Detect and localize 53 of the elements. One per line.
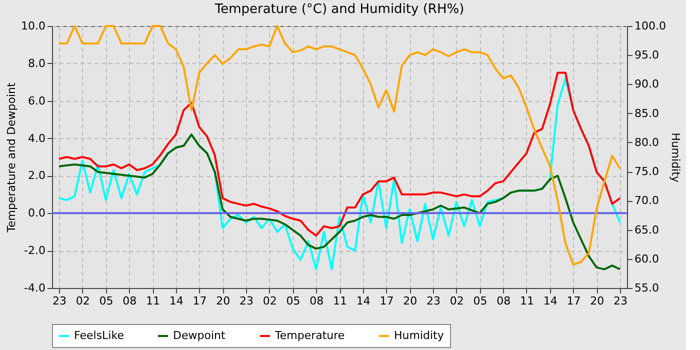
y2-tick-label: 90.0 xyxy=(634,78,659,91)
y2-tick-label: 80.0 xyxy=(634,136,659,149)
y2-tick-label: 85.0 xyxy=(634,106,659,120)
y2-axis-title: Humidity xyxy=(668,132,682,183)
y-tick-label: 0.0 xyxy=(28,206,46,220)
y-tick-label: 2.0 xyxy=(28,169,46,182)
x-tick-label: 14 xyxy=(169,294,184,308)
line-series xyxy=(58,134,621,270)
y2-tick-label: 95.0 xyxy=(634,48,659,62)
legend-label: Temperature xyxy=(274,329,345,342)
y-tick-label: -2.0 xyxy=(24,244,46,258)
x-tick-label: 02 xyxy=(262,294,277,308)
x-tick-label: 11 xyxy=(146,294,160,308)
x-tick-label: 02 xyxy=(450,294,464,308)
legend-label: Dewpoint xyxy=(173,329,226,342)
x-tick-label: 08 xyxy=(310,294,324,308)
y-tick-label: 10.0 xyxy=(21,20,46,32)
line-series xyxy=(58,72,621,237)
x-tick-label: 05 xyxy=(473,294,488,308)
x-tick-label: 20 xyxy=(216,294,230,308)
x-tick-label: 17 xyxy=(192,294,207,308)
x-tick-label: 11 xyxy=(520,294,534,308)
x-tick-label: 20 xyxy=(403,294,418,308)
x-tick-label: 14 xyxy=(356,294,370,308)
y2-tick-label: 65.0 xyxy=(634,223,659,236)
x-tick-label: 17 xyxy=(566,294,581,308)
line-series xyxy=(58,25,621,266)
x-tick-label: 11 xyxy=(333,294,347,308)
x-tick-label: 14 xyxy=(543,294,558,308)
x-tick-label: 05 xyxy=(99,294,114,308)
x-tick-label: 02 xyxy=(76,294,90,308)
x-tick-label: 05 xyxy=(286,294,300,308)
x-tick-label: 23 xyxy=(426,294,440,308)
y2-tick-label: 100.0 xyxy=(634,20,666,32)
y-tick-label: -4.0 xyxy=(24,282,46,294)
x-tick-label: 08 xyxy=(122,294,137,308)
x-tick-label: 23 xyxy=(240,294,254,308)
y2-tick-label: 70.0 xyxy=(634,194,659,208)
y2-tick-label: 55.0 xyxy=(634,282,659,294)
chart-title: Temperature (°C) and Humidity (RH%) xyxy=(214,2,464,17)
legend-label: Humidity xyxy=(394,329,444,342)
y-tick-label: 6.0 xyxy=(28,94,46,108)
y-tick-label: 8.0 xyxy=(28,56,46,70)
y2-tick-label: 60.0 xyxy=(634,252,659,266)
y-tick-label: 4.0 xyxy=(28,132,46,145)
x-tick-label: 17 xyxy=(380,294,394,308)
y-axis-title: Temperature and Dewpoint xyxy=(5,82,18,234)
x-tick-label: 20 xyxy=(590,294,604,308)
x-tick-label: 23 xyxy=(52,294,67,308)
y2-tick-label: 75.0 xyxy=(634,165,659,178)
legend-label: FeelsLike xyxy=(74,329,124,342)
x-tick-label: 23 xyxy=(613,294,628,308)
x-tick-label: 08 xyxy=(496,294,511,308)
